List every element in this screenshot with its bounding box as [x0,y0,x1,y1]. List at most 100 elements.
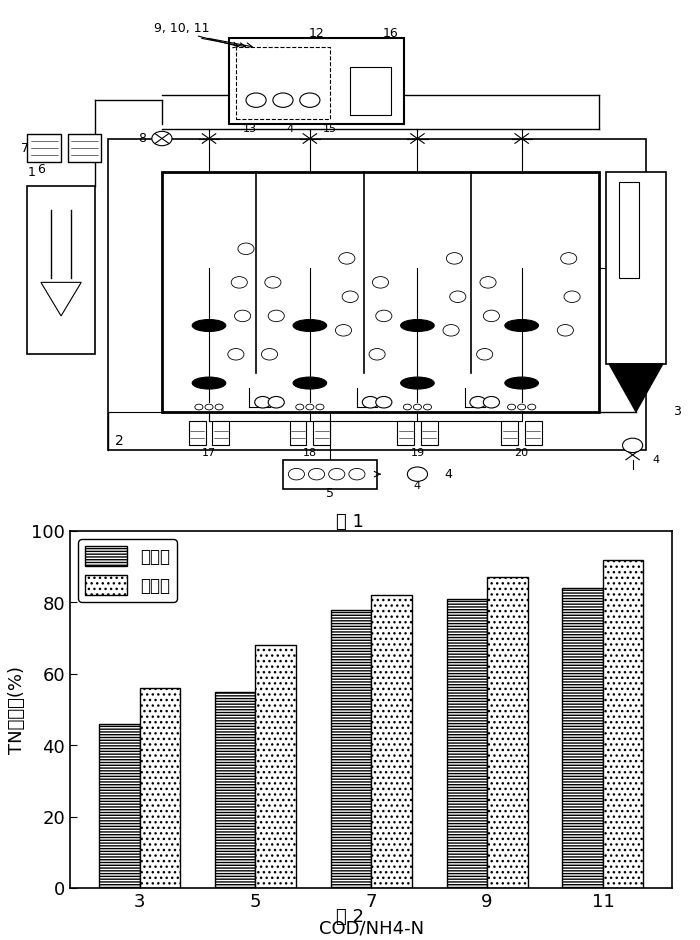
Circle shape [308,468,325,480]
Circle shape [335,324,351,337]
Circle shape [306,404,314,410]
Circle shape [442,324,459,337]
Polygon shape [41,283,81,316]
Ellipse shape [192,320,225,332]
Text: 9, 10, 11: 9, 10, 11 [154,22,210,35]
Bar [256,646,296,888]
Bar [330,610,371,888]
Circle shape [369,349,385,360]
Bar [313,421,330,446]
Circle shape [564,291,580,303]
Text: 4: 4 [652,455,659,465]
Bar [606,172,666,364]
Ellipse shape [293,320,326,332]
Text: 4: 4 [414,481,421,492]
Bar [99,724,139,888]
Bar [421,421,438,446]
Circle shape [215,404,223,410]
Circle shape [316,404,324,410]
Circle shape [424,404,431,410]
Bar [397,421,414,446]
Circle shape [517,404,526,410]
Ellipse shape [400,320,434,332]
X-axis label: COD/NH4-N: COD/NH4-N [318,919,424,937]
Circle shape [622,438,643,453]
Bar [27,133,61,163]
Ellipse shape [505,377,538,389]
Bar [486,577,527,888]
Legend: 控制前, 控制后: 控制前, 控制后 [78,540,176,602]
Text: 2: 2 [115,433,123,447]
Circle shape [261,349,277,360]
Bar [603,559,643,888]
Bar [215,692,256,888]
Circle shape [339,253,355,264]
Text: 15: 15 [323,124,337,134]
Text: 19: 19 [410,447,424,458]
Circle shape [349,468,365,480]
Circle shape [403,404,411,410]
Bar [139,688,180,888]
Circle shape [413,404,421,410]
Circle shape [228,349,244,360]
Bar [619,181,639,277]
Bar [501,421,518,446]
Bar [290,421,307,446]
Circle shape [527,404,536,410]
Circle shape [375,397,392,408]
Text: 4: 4 [444,468,452,480]
Circle shape [483,397,499,408]
Circle shape [483,310,499,321]
Circle shape [362,397,378,408]
Text: 18: 18 [302,447,316,458]
Bar [525,421,542,446]
Circle shape [476,349,493,360]
Ellipse shape [505,320,538,332]
Bar [447,599,486,888]
Bar [68,133,102,163]
Circle shape [246,93,266,107]
Ellipse shape [400,377,434,389]
Bar [371,595,412,888]
Circle shape [446,253,462,264]
Circle shape [407,467,427,481]
Bar [229,38,404,124]
Circle shape [295,404,304,410]
Bar [562,588,603,888]
Circle shape [234,310,251,321]
Text: 17: 17 [202,447,216,458]
Text: 1: 1 [27,165,35,179]
Text: 3: 3 [673,405,680,418]
Circle shape [265,276,281,289]
Text: 12: 12 [309,26,324,39]
Circle shape [470,397,486,408]
Ellipse shape [192,377,225,389]
Circle shape [268,397,284,408]
Circle shape [238,243,254,255]
Circle shape [195,404,203,410]
Circle shape [231,276,247,289]
Circle shape [255,397,271,408]
Text: 8: 8 [138,133,146,145]
Text: 图 2: 图 2 [336,908,364,926]
Circle shape [372,276,389,289]
Circle shape [268,310,284,321]
Circle shape [205,404,213,410]
Text: 6: 6 [37,164,45,177]
Text: 图 1: 图 1 [336,512,364,530]
Polygon shape [609,364,662,412]
Text: 5: 5 [326,487,334,500]
Text: 16: 16 [382,26,398,39]
Bar [189,421,206,446]
Circle shape [152,132,172,146]
Circle shape [480,276,496,289]
Circle shape [375,310,392,321]
Circle shape [449,291,466,303]
Bar [283,460,377,489]
Circle shape [328,468,344,480]
Circle shape [300,93,320,107]
Bar [162,172,598,412]
Text: 20: 20 [514,447,528,458]
Circle shape [273,93,293,107]
Circle shape [342,291,358,303]
